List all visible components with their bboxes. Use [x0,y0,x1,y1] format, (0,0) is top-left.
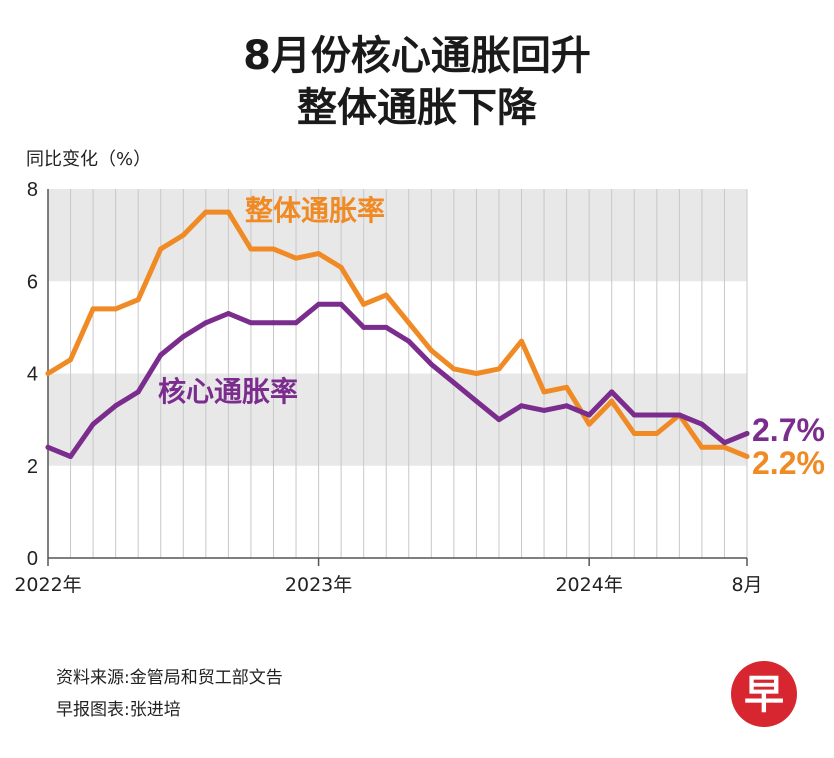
chart-title-line-1: 8月份核心通胀回升 [243,33,591,79]
logo-char: 早 [744,672,784,718]
data-point-1-23 [564,403,570,409]
data-point-1-3 [113,403,119,409]
data-point-0-11 [293,255,299,261]
data-point-1-27 [654,412,660,418]
y-tick-label-2: 2 [27,456,38,478]
data-point-0-16 [406,320,412,326]
data-point-1-1 [68,454,74,460]
data-point-1-21 [519,403,525,409]
data-point-1-13 [338,301,344,307]
data-point-0-3 [113,306,119,312]
data-point-0-25 [609,398,615,404]
series-line-1 [45,301,750,459]
data-point-1-11 [293,320,299,326]
data-point-1-5 [158,352,164,358]
data-point-1-7 [203,320,209,326]
data-point-0-29 [699,444,705,450]
data-point-0-8 [225,209,231,215]
data-point-0-27 [654,430,660,436]
data-point-1-19 [473,398,479,404]
data-point-1-20 [496,417,502,423]
data-point-0-7 [203,209,209,215]
data-point-1-25 [609,389,615,395]
data-point-1-26 [631,412,637,418]
data-point-0-26 [631,430,637,436]
data-point-1-2 [90,421,96,427]
data-point-0-23 [564,384,570,390]
data-point-1-10 [270,320,276,326]
y-axis-label: 同比变化（%） [26,149,151,170]
data-point-1-24 [586,412,592,418]
x-tick-label-24: 2024年 [555,574,622,596]
data-point-0-2 [90,306,96,312]
data-point-1-17 [428,361,434,367]
data-point-1-18 [451,380,457,386]
data-point-1-28 [676,412,682,418]
data-point-0-10 [270,246,276,252]
y-tick-label-8: 8 [27,179,38,201]
data-point-0-14 [361,301,367,307]
data-point-1-4 [135,389,141,395]
zaobao-logo: 早 [731,661,797,727]
data-point-0-20 [496,366,502,372]
x-tick-label-12: 2023年 [285,574,352,596]
series-line-0 [45,209,750,459]
logo-circle [731,661,797,727]
data-point-0-24 [586,421,592,427]
data-point-0-0 [45,371,51,376]
chart-title-line-2: 整体通胀下降 [297,85,537,131]
y-tick-label-4: 4 [27,364,38,386]
data-point-0-9 [248,246,254,252]
data-point-0-21 [519,338,525,344]
data-point-0-6 [180,232,186,238]
data-point-1-29 [699,421,705,427]
x-tick-label-0: 2022年 [14,574,81,596]
data-point-1-8 [225,311,231,317]
y-tick-label-0: 0 [27,548,38,570]
data-point-0-19 [473,371,479,376]
x-tick-label-31: 8月 [731,574,762,596]
y-tick-label-6: 6 [27,271,38,293]
data-point-0-4 [135,297,141,303]
data-point-1-30 [721,440,727,446]
data-point-0-15 [383,292,389,298]
source-note: 资料来源:金管局和贸工部文告 [56,668,283,688]
credit-note: 早报图表:张进培 [56,700,181,720]
data-point-0-13 [338,264,344,270]
series-label-1: 核心通胀率 [158,375,298,408]
shaded-band-1 [48,189,747,282]
data-point-1-6 [180,334,186,340]
data-point-1-31 [744,430,750,436]
data-point-1-0 [45,444,51,450]
data-point-0-17 [428,347,434,353]
data-point-0-5 [158,246,164,252]
series-label-0: 整体通胀率 [245,194,385,227]
end-value-label-0: 2.2% [752,445,825,481]
data-point-0-1 [68,357,74,363]
data-point-1-12 [316,301,322,307]
data-point-0-12 [316,251,322,257]
shaded-band-0 [48,373,747,466]
data-point-0-31 [744,454,750,460]
data-point-1-16 [406,338,412,344]
data-point-0-30 [721,444,727,450]
data-point-1-9 [248,320,254,326]
data-point-1-22 [541,407,547,413]
data-point-0-22 [541,389,547,395]
data-point-1-14 [361,324,367,330]
end-value-label-1: 2.7% [752,412,825,448]
data-point-1-15 [383,324,389,330]
data-point-0-18 [451,366,457,372]
